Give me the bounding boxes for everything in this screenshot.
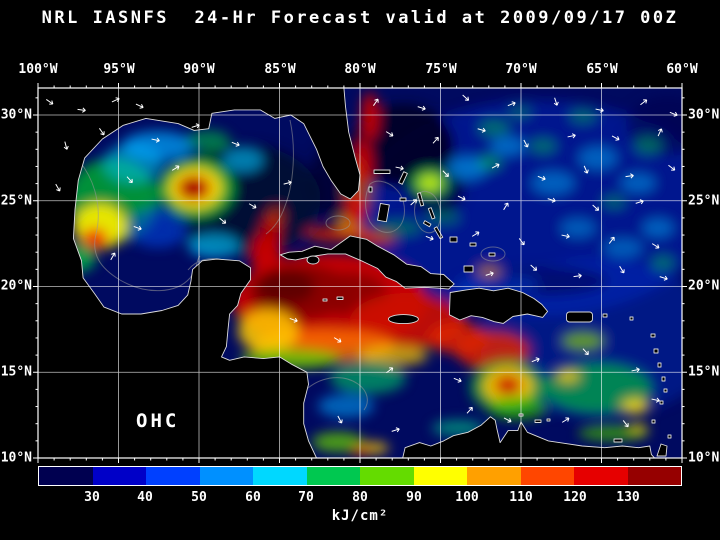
colorbar-segment bbox=[574, 467, 628, 485]
lon-tick-label: 85°W bbox=[264, 62, 296, 77]
lat-tick-label-left: 25°N bbox=[0, 193, 32, 209]
lon-tick-label: 60°W bbox=[666, 62, 698, 77]
colorbar-segment bbox=[39, 467, 93, 485]
puerto-rico bbox=[566, 311, 593, 323]
colorbar-segment bbox=[199, 467, 253, 485]
colorbar-tick-label: 80 bbox=[352, 490, 368, 505]
trinidad bbox=[656, 443, 668, 457]
lat-tick-label-left: 30°N bbox=[0, 107, 32, 123]
colorbar-tick-label: 90 bbox=[406, 490, 422, 505]
lon-tick-label: 65°W bbox=[586, 62, 618, 77]
lat-tick-label-left: 10°N bbox=[0, 450, 32, 466]
lat-tick-label-left: 20°N bbox=[0, 278, 32, 294]
colorbar-segment bbox=[146, 467, 200, 485]
colorbar-tick-label: 100 bbox=[455, 490, 479, 505]
colorbar-tick-label: 130 bbox=[616, 490, 640, 505]
south-america bbox=[402, 416, 656, 458]
lat-tick-label-left: 15°N bbox=[0, 364, 32, 380]
colorbar-tick-label: 40 bbox=[137, 490, 153, 505]
lon-tick-label: 100°W bbox=[18, 62, 58, 77]
lat-tick-label-right: 30°N bbox=[688, 107, 720, 123]
colorbar-tick-label: 120 bbox=[563, 490, 587, 505]
colorbar-segment bbox=[360, 467, 414, 485]
lon-tick-label: 70°W bbox=[505, 62, 537, 77]
colorbar-tick-label: 50 bbox=[191, 490, 207, 505]
ohc-label: OHC bbox=[136, 410, 180, 432]
colorbar-unit-label: kJ/cm² bbox=[331, 508, 389, 524]
colorbar-segment bbox=[467, 467, 521, 485]
colorbar-tick-label: 30 bbox=[84, 490, 100, 505]
colorbar-segment bbox=[627, 467, 681, 485]
colorbar-segment bbox=[520, 467, 574, 485]
map-frame bbox=[37, 87, 683, 459]
lat-tick-label-right: 25°N bbox=[688, 193, 720, 209]
colorbar-tick-label: 70 bbox=[298, 490, 314, 505]
colorbar-segment bbox=[92, 467, 146, 485]
colorbar-segment bbox=[413, 467, 467, 485]
lat-tick-label-right: 15°N bbox=[688, 364, 720, 380]
cayman-islands bbox=[322, 296, 344, 302]
colorbar-segment bbox=[253, 467, 307, 485]
jamaica bbox=[387, 314, 419, 325]
isle-of-youth bbox=[306, 255, 320, 265]
colorbar-segment bbox=[306, 467, 360, 485]
grid-lines bbox=[38, 88, 682, 458]
colorbar bbox=[38, 466, 682, 486]
lon-tick-label: 80°W bbox=[344, 62, 376, 77]
hispaniola bbox=[448, 287, 549, 324]
colorbar-tick-label: 60 bbox=[245, 490, 261, 505]
lon-tick-label: 95°W bbox=[103, 62, 135, 77]
lat-tick-label-right: 10°N bbox=[688, 450, 720, 466]
lon-tick-label: 90°W bbox=[183, 62, 215, 77]
page-title: NRL IASNFS 24-Hr Forecast valid at 2009/… bbox=[41, 8, 679, 28]
colorbar-tick-label: 110 bbox=[509, 490, 533, 505]
lon-tick-label: 75°W bbox=[425, 62, 457, 77]
bahamas bbox=[368, 169, 496, 273]
lat-tick-label-right: 20°N bbox=[688, 278, 720, 294]
